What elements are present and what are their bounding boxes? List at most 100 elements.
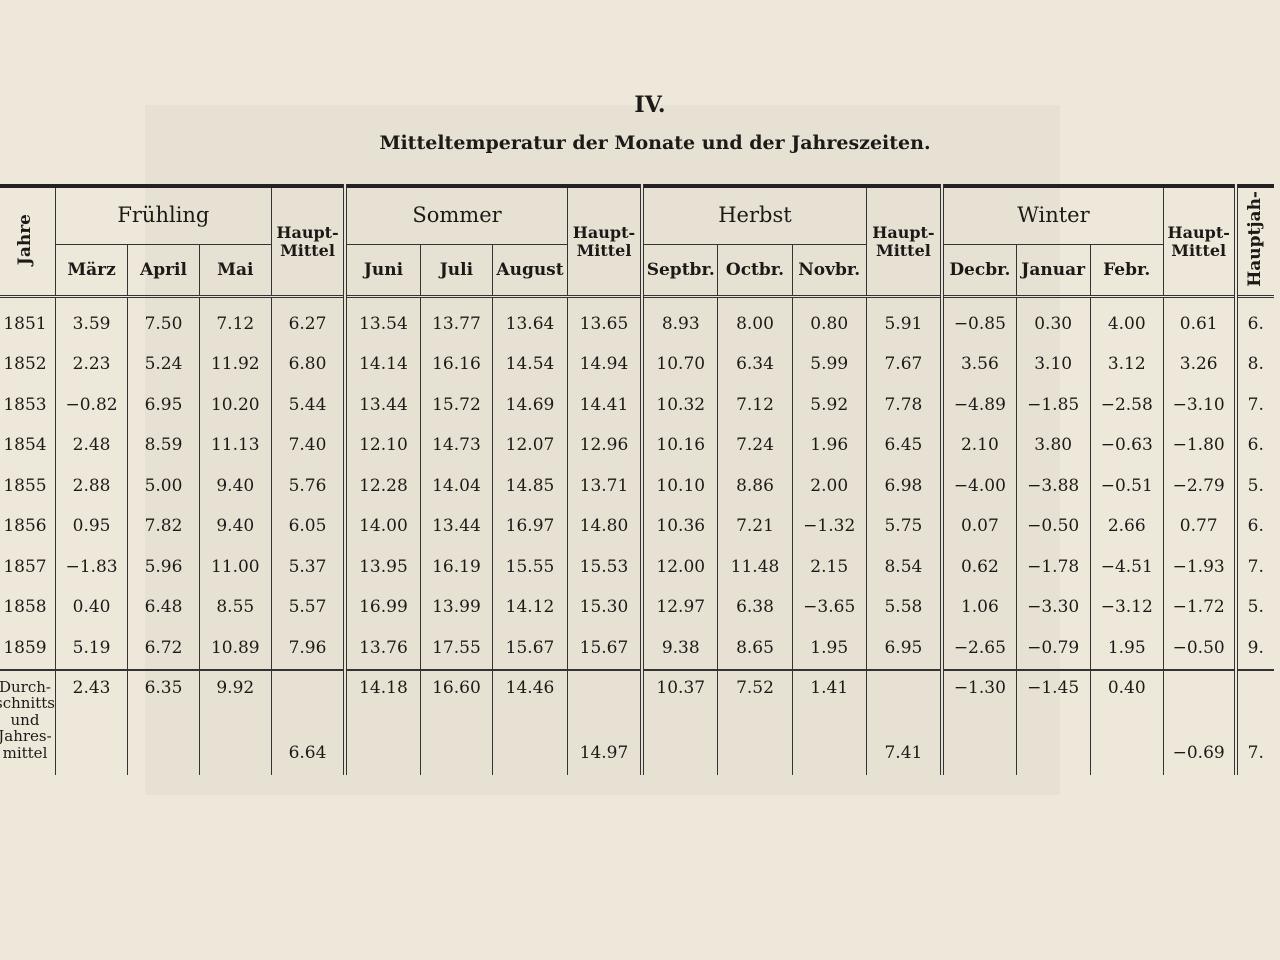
average-cell: 7.41 (865, 669, 943, 775)
average-cell: 2.43 (54, 669, 128, 775)
value-cell: 15.30 (566, 587, 643, 628)
value-cell: −3.65 (791, 587, 867, 628)
value-cell: 5.75 (865, 506, 943, 547)
value-cell: 12.10 (343, 425, 421, 466)
data-row: 1851 3.59 7.50 7.12 6.27 13.54 13.77 13.64 13.65… (0, 296, 1274, 345)
value-cell: −1.80 (1162, 425, 1236, 466)
value-cell: 10.20 (198, 385, 272, 426)
value-cell: 13.64 (492, 296, 568, 345)
value-cell: 10.70 (640, 344, 718, 385)
value-cell: 5. (1233, 587, 1274, 628)
value-cell: 0.80 (791, 296, 867, 345)
average-cell: −0.69 (1162, 669, 1236, 775)
value-cell: −2.65 (940, 628, 1017, 670)
data-row: 1859 5.19 6.72 10.89 7.96 13.76 17.55 15.67 15.6… (0, 628, 1274, 670)
value-cell: 13.99 (419, 587, 493, 628)
value-cell: −0.51 (1089, 466, 1164, 507)
value-cell: 7.50 (127, 296, 200, 345)
year-cell: 1856 (0, 506, 56, 547)
value-cell: 10.32 (640, 385, 718, 426)
value-cell: 6. (1233, 425, 1274, 466)
year-header-text: Jahre (14, 213, 35, 265)
average-cell: 14.18 (343, 669, 421, 775)
value-cell: 16.16 (419, 344, 493, 385)
value-cell: 15.55 (492, 547, 568, 588)
value-cell: 0.40 (54, 587, 128, 628)
value-cell: 9. (1233, 628, 1274, 670)
value-cell: 11.00 (198, 547, 272, 588)
value-cell: 8.93 (640, 296, 718, 345)
value-cell: 10.16 (640, 425, 718, 466)
value-cell: 10.36 (640, 506, 718, 547)
value-cell: 9.38 (640, 628, 718, 670)
value-cell: 3.56 (940, 344, 1017, 385)
value-cell: 15.67 (566, 628, 643, 670)
value-cell: 12.28 (343, 466, 421, 507)
value-cell: 1.96 (791, 425, 867, 466)
value-cell: 7. (1233, 385, 1274, 426)
value-cell: 7.67 (865, 344, 943, 385)
value-cell: −3.30 (1015, 587, 1091, 628)
value-cell: 5.76 (270, 466, 346, 507)
value-cell: 16.19 (419, 547, 493, 588)
value-cell: −0.79 (1015, 628, 1091, 670)
value-cell: 8. (1233, 344, 1274, 385)
value-cell: 5.99 (791, 344, 867, 385)
value-cell: 6.80 (270, 344, 346, 385)
year-cell: 1852 (0, 344, 56, 385)
value-cell: 5.19 (54, 628, 128, 670)
average-row: Durch- schnitts und Jahres- mittel 2.43 6.… (0, 669, 1274, 775)
value-cell: 3.12 (1089, 344, 1164, 385)
value-cell: 3.10 (1015, 344, 1091, 385)
month-header: August (492, 244, 568, 297)
season-header: Winter (940, 186, 1164, 245)
value-cell: 17.55 (419, 628, 493, 670)
value-cell: 5.37 (270, 547, 346, 588)
year-cell: 1858 (0, 587, 56, 628)
data-row: 1853 −0.82 6.95 10.20 5.44 13.44 15.72 14.69 14.… (0, 385, 1274, 426)
month-header: Septbr. (640, 244, 718, 297)
average-cell: 6.64 (270, 669, 346, 775)
value-cell: 15.53 (566, 547, 643, 588)
value-cell: 6.95 (865, 628, 943, 670)
value-cell: 15.67 (492, 628, 568, 670)
average-cell: 0.40 (1089, 669, 1164, 775)
average-cell: 7.52 (717, 669, 793, 775)
mean-header: Haupt- Mittel (865, 186, 943, 297)
value-cell: 2.15 (791, 547, 867, 588)
value-cell: −1.85 (1015, 385, 1091, 426)
season-header: Frühling (54, 186, 272, 245)
title: IV. (634, 92, 666, 118)
value-cell: 10.10 (640, 466, 718, 507)
value-cell: 6.95 (127, 385, 200, 426)
data-row: 1858 0.40 6.48 8.55 5.57 16.99 13.99 14.12 15.30… (0, 587, 1274, 628)
value-cell: 7.12 (717, 385, 793, 426)
value-cell: 5. (1233, 466, 1274, 507)
value-cell: −3.12 (1089, 587, 1164, 628)
value-cell: 16.97 (492, 506, 568, 547)
month-header: Octbr. (717, 244, 793, 297)
month-header: April (127, 244, 200, 297)
value-cell: 11.13 (198, 425, 272, 466)
month-header: März (54, 244, 128, 297)
value-cell: 6.38 (717, 587, 793, 628)
value-cell: 0.30 (1015, 296, 1091, 345)
value-cell: 7. (1233, 547, 1274, 588)
value-cell: 6.48 (127, 587, 200, 628)
value-cell: 13.77 (419, 296, 493, 345)
value-cell: 14.12 (492, 587, 568, 628)
value-cell: 8.00 (717, 296, 793, 345)
season-header: Herbst (640, 186, 867, 245)
year-cell: 1853 (0, 385, 56, 426)
value-cell: 9.40 (198, 506, 272, 547)
month-header: Juni (343, 244, 421, 297)
value-cell: 15.72 (419, 385, 493, 426)
value-cell: 6. (1233, 296, 1274, 345)
value-cell: 6.45 (865, 425, 943, 466)
value-cell: 6.27 (270, 296, 346, 345)
value-cell: 8.55 (198, 587, 272, 628)
value-cell: 7.24 (717, 425, 793, 466)
value-cell: 13.76 (343, 628, 421, 670)
value-cell: 1.95 (1089, 628, 1164, 670)
average-cell: 6.35 (127, 669, 200, 775)
